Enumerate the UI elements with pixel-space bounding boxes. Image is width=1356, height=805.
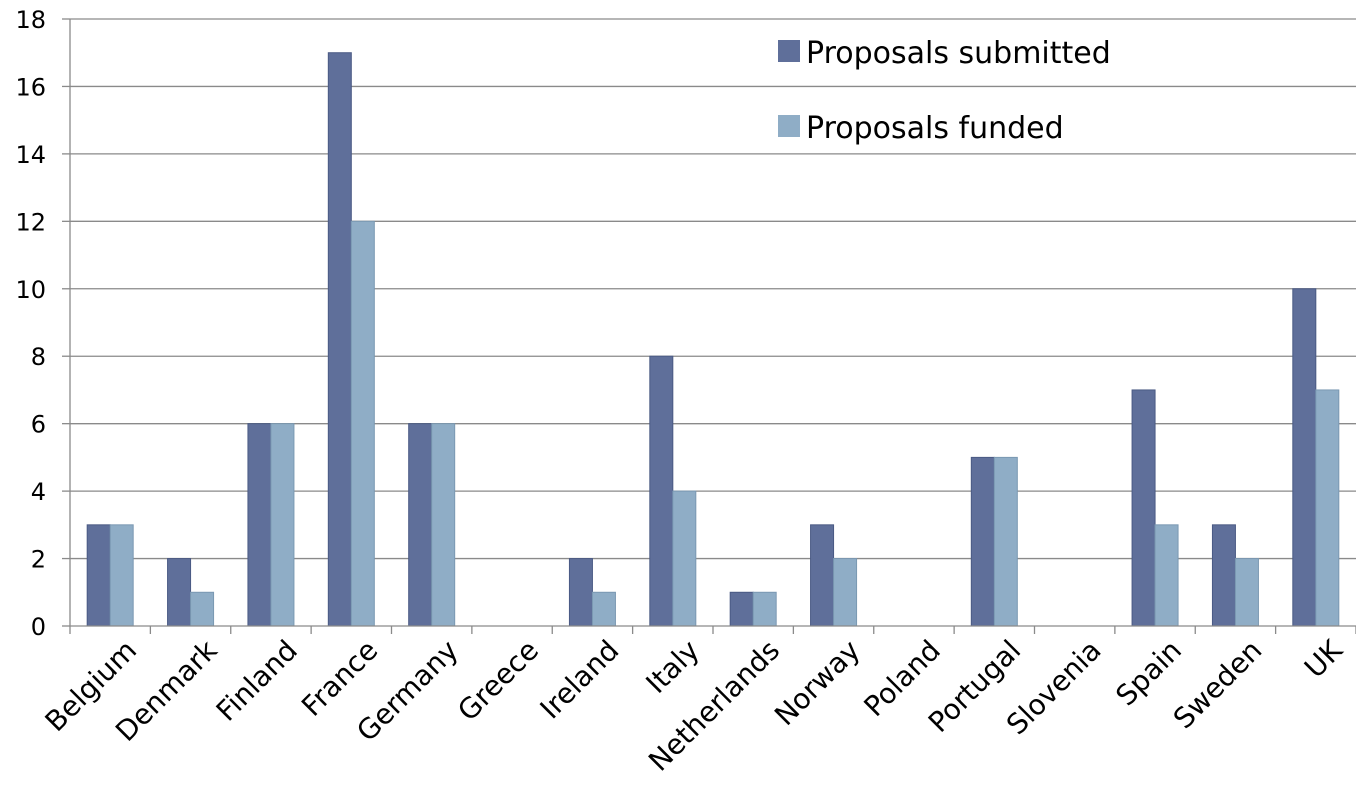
bar-submitted-uk <box>1292 288 1317 627</box>
legend: Proposals submitted Proposals funded <box>778 36 1111 146</box>
bar-submitted-france <box>327 52 352 627</box>
axes <box>69 19 1356 634</box>
bar-funded-netherlands <box>752 591 777 627</box>
bar-funded-norway <box>833 558 858 627</box>
y-tick-label: 12 <box>15 208 46 236</box>
bar-submitted-finland <box>247 423 272 627</box>
bar-funded-portugal <box>993 456 1018 627</box>
y-tick-label: 0 <box>31 613 46 641</box>
legend-swatch-funded <box>778 115 800 137</box>
bar-funded-spain <box>1154 524 1179 627</box>
x-tick-label: Finland <box>210 634 304 728</box>
bar-funded-sweden <box>1234 558 1259 627</box>
y-tick-label: 4 <box>31 478 46 506</box>
bar-submitted-portugal <box>970 456 995 627</box>
x-tick-label: Norway <box>768 634 866 732</box>
legend-label-funded: Proposals funded <box>806 111 1064 146</box>
x-tick-labels: BelgiumDenmarkFinlandFranceGermanyGreece… <box>39 633 1350 778</box>
bar-submitted-germany <box>408 423 433 627</box>
x-tick-label: Greece <box>451 634 545 728</box>
y-tick-label: 14 <box>15 141 46 169</box>
bar-funded-germany <box>431 423 456 627</box>
x-tick-label: UK <box>1298 633 1349 684</box>
bar-submitted-norway <box>810 524 835 627</box>
bar-funded-belgium <box>109 524 134 627</box>
bar-funded-finland <box>270 423 295 627</box>
y-tick-label: 10 <box>15 276 46 304</box>
bar-funded-france <box>350 220 375 627</box>
bar-submitted-denmark <box>167 558 192 627</box>
bar-submitted-ireland <box>568 558 593 627</box>
bar-submitted-sweden <box>1211 524 1236 627</box>
bar-submitted-netherlands <box>729 591 754 627</box>
y-tick-label: 18 <box>15 6 46 34</box>
legend-label-submitted: Proposals submitted <box>806 36 1111 71</box>
bar-funded-ireland <box>591 591 616 627</box>
legend-swatch-submitted <box>778 40 800 62</box>
bar-submitted-italy <box>649 355 674 627</box>
y-tick-labels: 0 2 4 6 8 10 12 14 16 18 <box>15 6 46 641</box>
y-tick-label: 8 <box>31 343 46 371</box>
bar-funded-italy <box>672 490 697 627</box>
y-tick-label: 6 <box>31 411 46 439</box>
x-tick-label: Ireland <box>534 634 626 726</box>
x-tick-label: Sweden <box>1167 634 1269 736</box>
x-tick-label: Spain <box>1109 634 1188 713</box>
bar-funded-denmark <box>190 591 215 627</box>
bar-submitted-spain <box>1131 389 1156 627</box>
bar-funded-uk <box>1315 389 1340 627</box>
y-tick-label: 2 <box>31 546 46 574</box>
x-tick-label: Italy <box>639 634 705 700</box>
bar-submitted-belgium <box>86 524 111 627</box>
bars <box>86 52 1340 627</box>
y-tick-label: 16 <box>15 73 46 101</box>
